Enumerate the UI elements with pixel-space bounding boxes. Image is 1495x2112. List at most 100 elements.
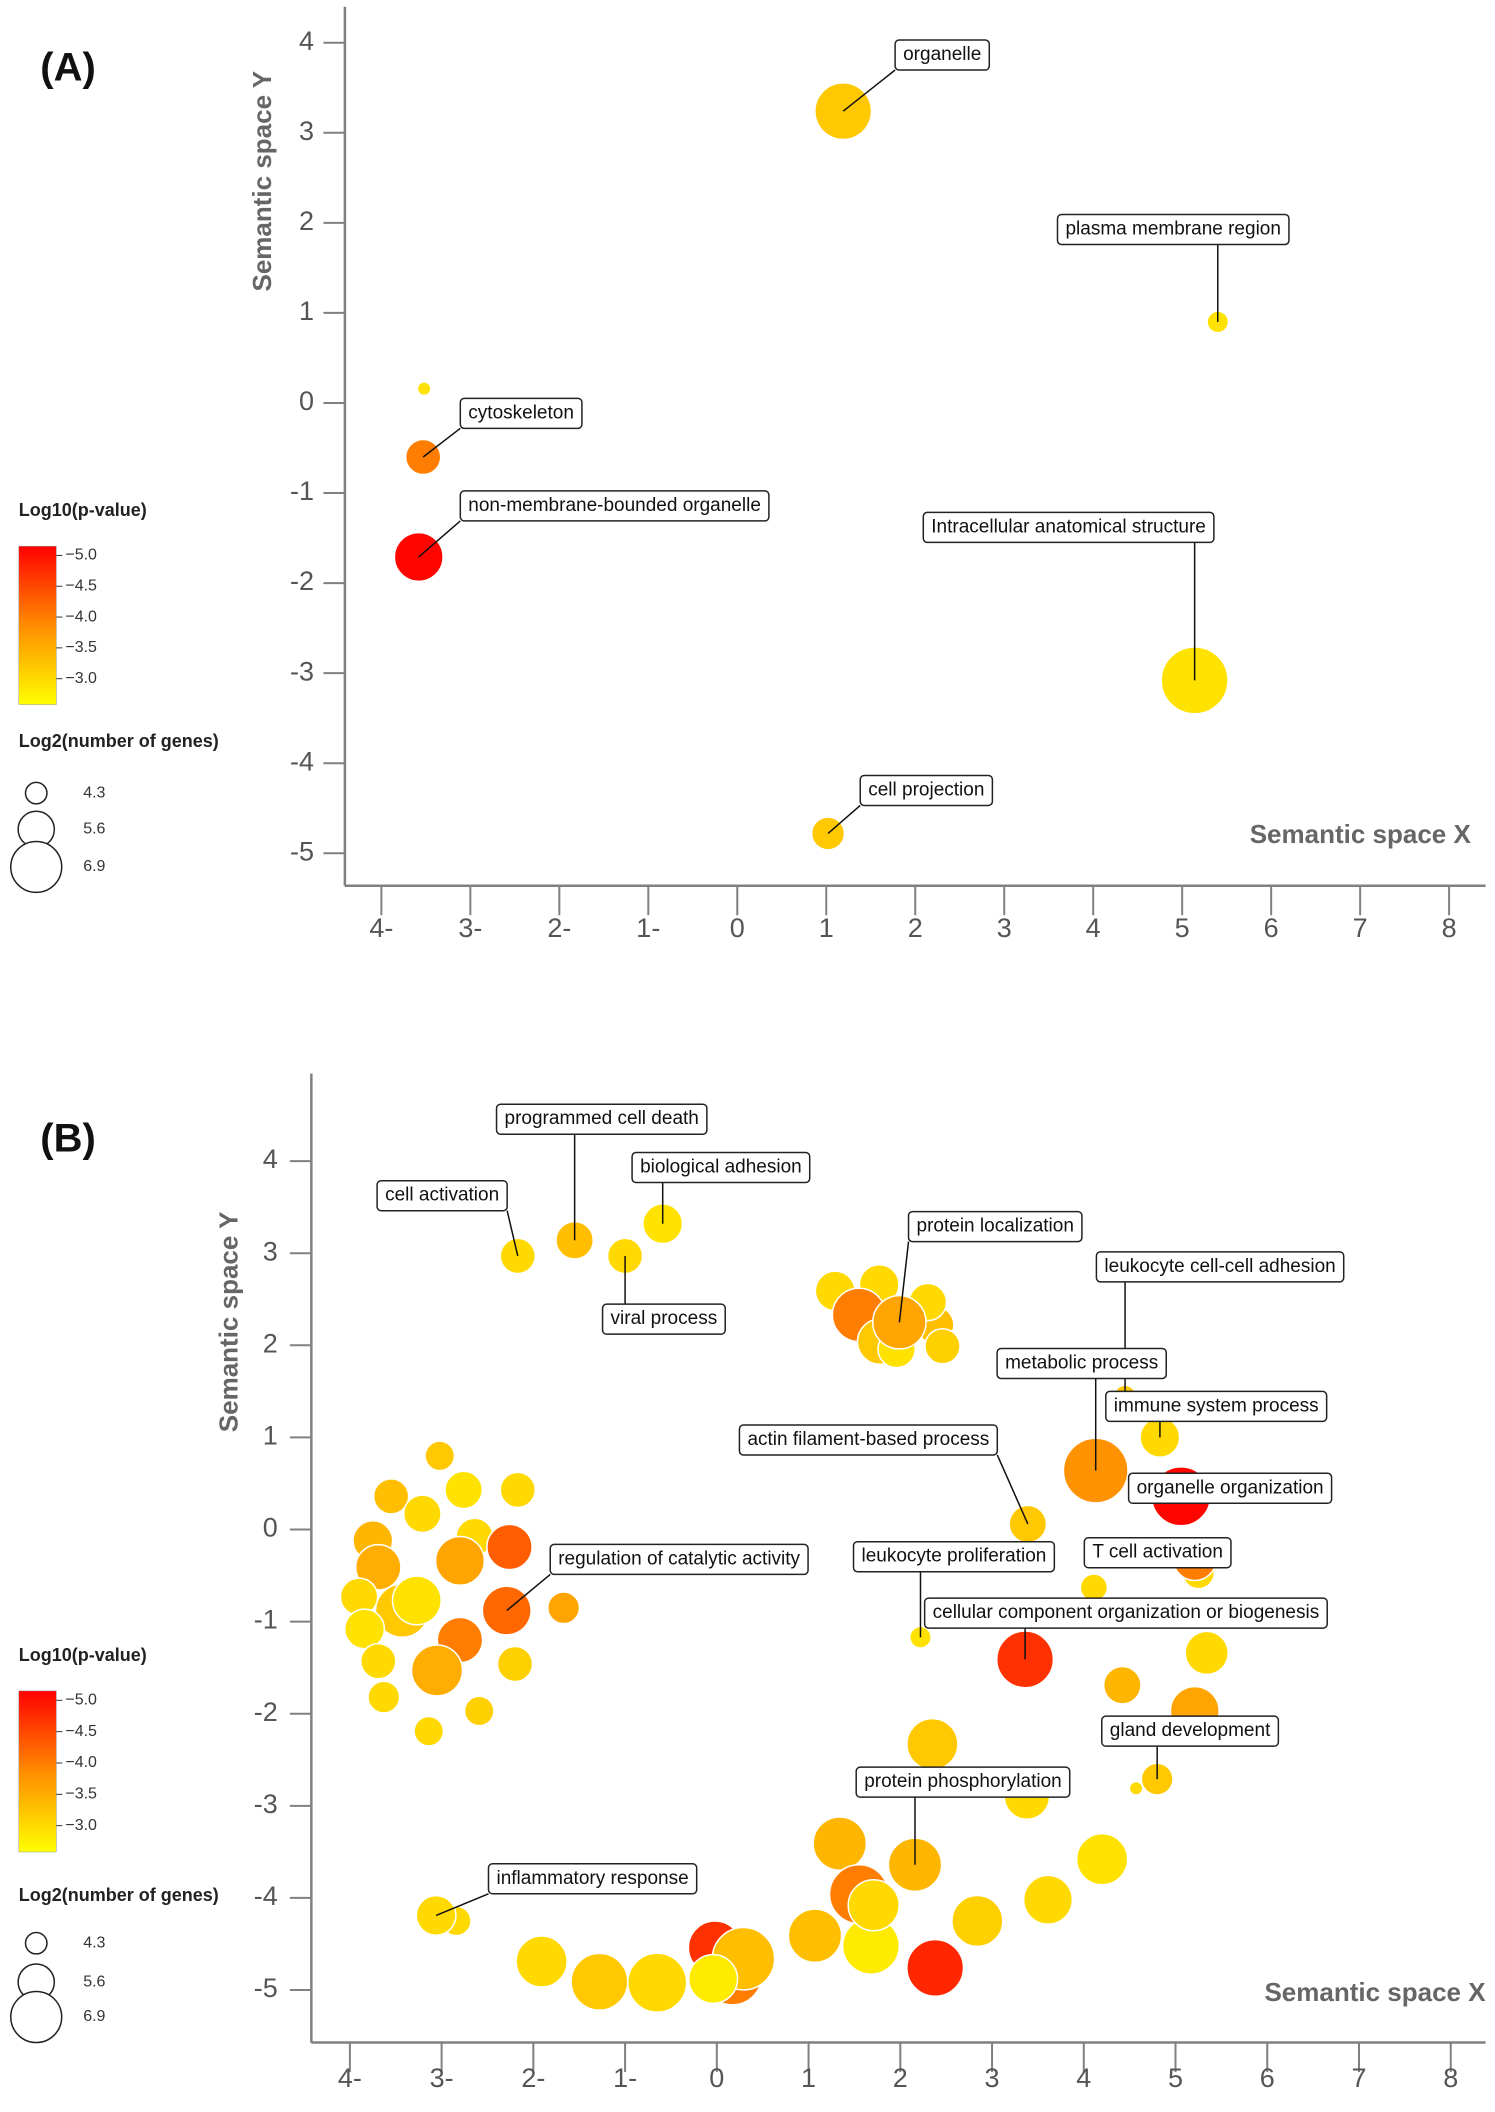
size-legend-circle bbox=[24, 781, 48, 805]
x-tick-label: 2 bbox=[893, 2063, 908, 2093]
y-tick-label: -5 bbox=[290, 836, 314, 866]
color-tick-label: −3.0 bbox=[65, 1817, 97, 1834]
bubble bbox=[626, 1952, 688, 2013]
size-legend-circle bbox=[24, 1931, 48, 1955]
label-box bbox=[601, 1303, 726, 1335]
leader-line bbox=[506, 1573, 551, 1612]
bubble bbox=[402, 1494, 442, 1534]
x-tick-label: 5 bbox=[1168, 2063, 1183, 2093]
bubble bbox=[906, 1938, 965, 1997]
x-tick-label: 4- bbox=[369, 913, 393, 943]
x-axis-title: Semantic space X bbox=[1250, 819, 1472, 849]
color-tick-label: −5.0 bbox=[65, 1692, 97, 1709]
color-tick-label: −4.0 bbox=[65, 1754, 97, 1771]
x-tick-label: 3 bbox=[997, 913, 1012, 943]
y-tick-label: 2 bbox=[299, 206, 314, 236]
bubble-label: metabolic process bbox=[1005, 1352, 1158, 1373]
bubble-label: inflammatory response bbox=[496, 1868, 688, 1889]
bubble-label: leukocyte cell-cell adhesion bbox=[1104, 1256, 1335, 1277]
bubble bbox=[906, 1717, 959, 1771]
bubble bbox=[372, 1478, 410, 1515]
x-tick-label: 0 bbox=[709, 2063, 724, 2093]
label-box bbox=[923, 1597, 1328, 1629]
label-box bbox=[738, 1424, 999, 1456]
y-tick-label: 3 bbox=[263, 1236, 278, 1266]
bubble-label: regulation of catalytic activity bbox=[558, 1548, 800, 1569]
bubble bbox=[499, 1471, 537, 1509]
y-axis-title: Semantic space Y bbox=[247, 71, 277, 292]
size-legend-label: 5.6 bbox=[83, 821, 105, 838]
bubble bbox=[951, 1894, 1004, 1948]
bubble bbox=[1102, 1665, 1142, 1705]
leader-line bbox=[418, 520, 461, 558]
size-legend-title: Log2(number of genes) bbox=[19, 1885, 219, 1905]
size-legend-circle bbox=[10, 840, 63, 894]
y-tick-label: 1 bbox=[299, 296, 314, 326]
color-tick-label: −4.0 bbox=[65, 608, 97, 625]
label-box bbox=[996, 1347, 1167, 1380]
y-tick-label: -4 bbox=[290, 746, 314, 776]
label-box bbox=[487, 1863, 698, 1895]
bubble-label: plasma membrane region bbox=[1065, 218, 1280, 239]
x-tick-label: 7 bbox=[1351, 2063, 1366, 2093]
x-tick-label: 1 bbox=[801, 2063, 816, 2093]
bubble bbox=[814, 82, 873, 141]
bubble-label: viral process bbox=[611, 1308, 718, 1329]
bubble-label: programmed cell death bbox=[505, 1108, 699, 1129]
label-box bbox=[495, 1103, 708, 1135]
bubble-label: gland development bbox=[1110, 1720, 1271, 1741]
leader-line bbox=[435, 1893, 489, 1917]
color-tick-label: −3.0 bbox=[65, 670, 97, 687]
panel-tag: (A) bbox=[40, 45, 96, 89]
bubble-label: leukocyte proliferation bbox=[862, 1546, 1047, 1567]
labels: organelle plasma membrane region cytoskele… bbox=[418, 39, 1290, 835]
y-tick-label: 0 bbox=[299, 386, 314, 416]
bubble bbox=[367, 1680, 401, 1714]
x-tick-label: 2- bbox=[521, 2063, 545, 2093]
x-tick-label: 3 bbox=[985, 2063, 1000, 2093]
y-tick-label: -4 bbox=[254, 1881, 278, 1911]
bubble bbox=[463, 1695, 495, 1727]
x-tick-label: 5 bbox=[1175, 913, 1190, 943]
bubble-label: immune system process bbox=[1114, 1395, 1319, 1416]
color-tick-label: −3.5 bbox=[65, 1786, 97, 1803]
y-tick-label: 0 bbox=[263, 1513, 278, 1543]
leader-line bbox=[996, 1454, 1029, 1525]
y-tick-label: -1 bbox=[254, 1605, 278, 1635]
label-box bbox=[376, 1179, 508, 1212]
panel: (A) 4- 3- 2- 1- 0 1 2 3 4 5 6 7 8 -5 -4 -3 -2 -1 0 1 2 3 4 Seman… bbox=[10, 6, 1486, 943]
bubble bbox=[872, 1294, 927, 1350]
size-legend-circle bbox=[10, 1990, 63, 2044]
bubble-label: organelle bbox=[903, 44, 981, 65]
bubble-label: cytoskeleton bbox=[468, 402, 574, 423]
color-tick-label: −4.5 bbox=[65, 1723, 97, 1740]
y-tick-label: -3 bbox=[254, 1789, 278, 1819]
labels: cell activation programmed cell death biol… bbox=[376, 1103, 1345, 1917]
bubble-label: T cell activation bbox=[1092, 1542, 1223, 1563]
color-tick-label: −4.5 bbox=[65, 577, 97, 594]
label-box bbox=[907, 1210, 1083, 1243]
bubble-label: cell projection bbox=[868, 779, 984, 800]
y-tick-label: -5 bbox=[254, 1973, 278, 2003]
bubble bbox=[812, 1816, 868, 1871]
label-box bbox=[631, 1151, 811, 1184]
panel: (B) 4- 3- 2- 1- 0 1 2 3 4 5 6 7 8 -5 -4 -3 -2 -1 0 1 2 3 4 Seman… bbox=[10, 1073, 1486, 2093]
x-tick-label: 3- bbox=[430, 2063, 454, 2093]
y-tick-label: -1 bbox=[290, 476, 314, 506]
size-legend-label: 4.3 bbox=[83, 784, 105, 801]
y-tick-label: -2 bbox=[290, 566, 314, 596]
y-tick-label: 4 bbox=[263, 1144, 278, 1174]
color-legend-title: Log10(p-value) bbox=[19, 1645, 147, 1665]
x-tick-label: 3- bbox=[458, 913, 482, 943]
x-tick-label: 8 bbox=[1442, 913, 1457, 943]
bubble-label: cell activation bbox=[385, 1185, 499, 1206]
label-box bbox=[549, 1543, 809, 1576]
x-tick-label: 6 bbox=[1260, 2063, 1275, 2093]
bubble bbox=[444, 1470, 484, 1510]
label-box bbox=[459, 490, 770, 522]
bubbles bbox=[393, 82, 1230, 851]
label-box bbox=[1101, 1715, 1280, 1747]
bubble-label: actin filament-based process bbox=[747, 1429, 989, 1450]
